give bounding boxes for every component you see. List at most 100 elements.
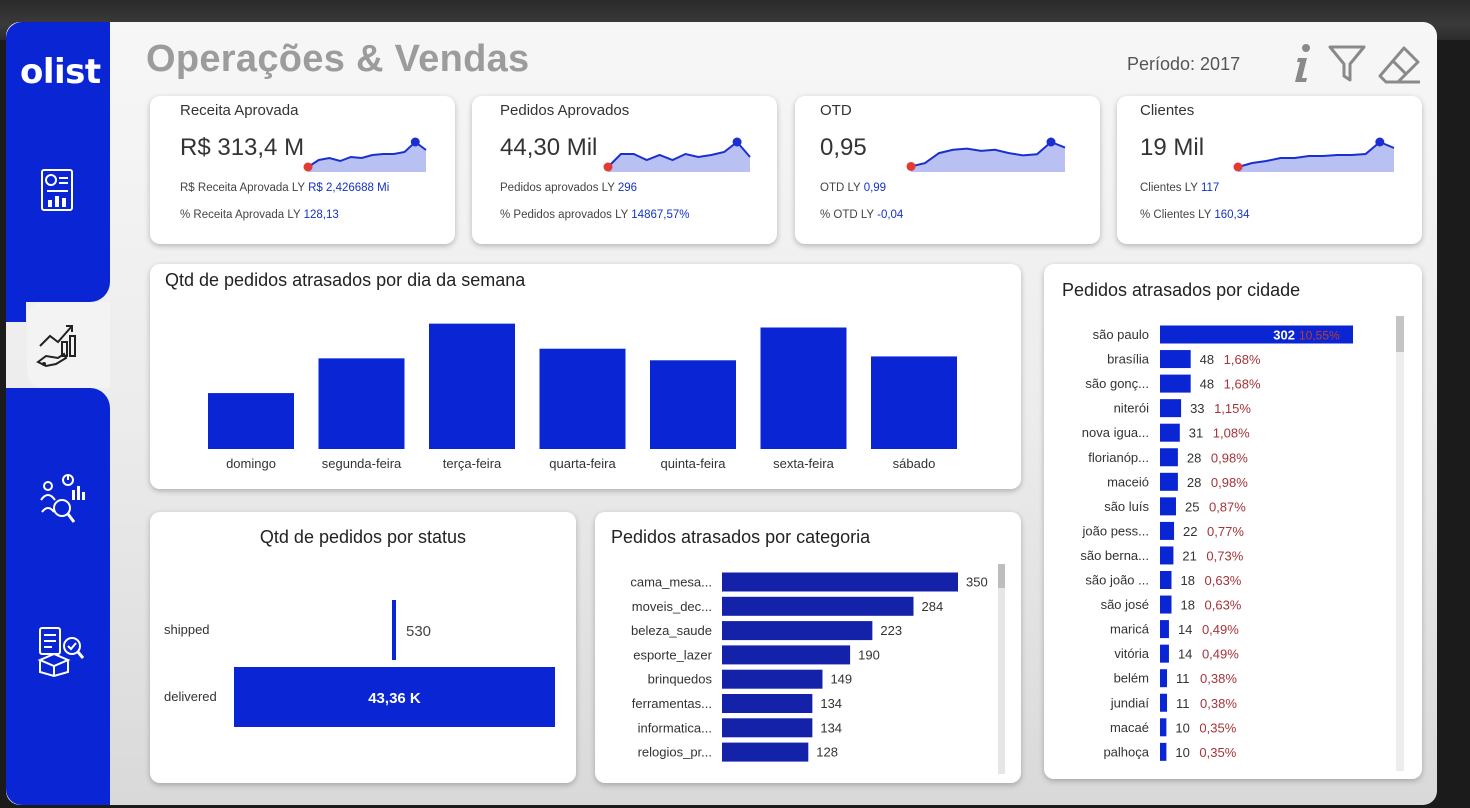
city-label: florianóp... bbox=[1088, 450, 1149, 465]
city-label: são paulo bbox=[1093, 327, 1149, 342]
chart-title: Qtd de pedidos atrasados por dia da sema… bbox=[165, 270, 526, 290]
category-data-label: 190 bbox=[858, 647, 880, 662]
city-percent-label: 0,73% bbox=[1206, 548, 1243, 563]
category-bar[interactable] bbox=[722, 669, 823, 689]
sidebar bbox=[6, 22, 110, 322]
city-bar[interactable] bbox=[1160, 595, 1172, 614]
weekday-bar[interactable] bbox=[318, 358, 405, 449]
category-data-label: 284 bbox=[921, 599, 943, 614]
kpi-pct-row: % Clientes LY 160,34 bbox=[1140, 209, 1250, 221]
weekday-bar[interactable] bbox=[539, 348, 626, 449]
sparkline-peak-point bbox=[732, 137, 742, 147]
category-bar[interactable] bbox=[722, 621, 873, 641]
city-label: nova igua... bbox=[1082, 425, 1149, 440]
category-bar[interactable] bbox=[722, 718, 813, 738]
city-label: são joão ... bbox=[1085, 573, 1149, 588]
city-bar[interactable] bbox=[1160, 571, 1172, 589]
city-bar[interactable] bbox=[1160, 546, 1174, 565]
city-data-label: 302 bbox=[1273, 328, 1295, 343]
category-data-label: 128 bbox=[816, 745, 838, 760]
status-bar[interactable] bbox=[392, 600, 396, 660]
category-bar[interactable] bbox=[722, 645, 851, 665]
status-bar[interactable] bbox=[234, 667, 555, 727]
sparkline-line bbox=[607, 140, 751, 168]
category-bar[interactable] bbox=[722, 596, 914, 616]
city-data-label: 10 bbox=[1175, 720, 1189, 735]
weekday-tick-label: segunda-feira bbox=[322, 456, 402, 471]
city-chart-card[interactable]: Pedidos atrasados por cidade são paulo 30… bbox=[1044, 264, 1422, 779]
city-percent-label: 0,63% bbox=[1205, 598, 1242, 613]
status-category-label: delivered bbox=[164, 689, 217, 704]
city-percent-label: 1,68% bbox=[1224, 352, 1261, 367]
city-bar[interactable] bbox=[1160, 620, 1169, 639]
city-label: são gonç... bbox=[1085, 376, 1149, 391]
logistics-icon[interactable] bbox=[36, 626, 86, 678]
category-label: informatica... bbox=[638, 720, 712, 735]
sparkline-line bbox=[1237, 140, 1395, 168]
kpi-card-clientes[interactable]: Clientes 19 Mil Clientes LY 117 % Client… bbox=[1117, 96, 1422, 244]
city-bar[interactable] bbox=[1160, 669, 1168, 688]
kpi-pct-row: % Receita Aprovada LY 128,13 bbox=[180, 209, 339, 221]
city-percent-label: 0,63% bbox=[1205, 573, 1242, 588]
city-bar[interactable] bbox=[1160, 325, 1353, 344]
status-category-label: shipped bbox=[164, 622, 210, 637]
city-bar[interactable] bbox=[1160, 693, 1168, 712]
filter-icon[interactable] bbox=[1327, 44, 1367, 84]
city-bar[interactable] bbox=[1160, 399, 1182, 418]
kpi-value: 19 Mil bbox=[1140, 134, 1205, 161]
scrollbar-thumb[interactable] bbox=[1396, 316, 1404, 352]
sales-growth-icon[interactable] bbox=[36, 320, 82, 370]
city-data-label: 22 bbox=[1183, 524, 1197, 539]
category-bar[interactable] bbox=[722, 572, 958, 592]
info-icon[interactable] bbox=[1292, 42, 1314, 84]
chart-title: Qtd de pedidos por status bbox=[259, 527, 467, 547]
eraser-icon[interactable] bbox=[1378, 44, 1422, 86]
weekday-bar[interactable] bbox=[760, 327, 847, 450]
city-bar[interactable] bbox=[1160, 521, 1175, 540]
scrollbar-thumb[interactable] bbox=[998, 564, 1005, 588]
status-chart-card[interactable]: Qtd de pedidos por status shipped 530 deli… bbox=[150, 512, 576, 783]
city-data-label: 28 bbox=[1187, 475, 1201, 490]
category-label: cama_mesa... bbox=[630, 575, 712, 590]
city-bar[interactable] bbox=[1160, 497, 1176, 516]
weekday-chart-card[interactable]: Qtd de pedidos atrasados por dia da sema… bbox=[150, 264, 1021, 489]
kpi-card-pedidos[interactable]: Pedidos Aprovados 44,30 Mil Pedidos apro… bbox=[472, 96, 777, 244]
weekday-bar[interactable] bbox=[650, 360, 736, 449]
city-bar[interactable] bbox=[1160, 742, 1167, 761]
category-bar[interactable] bbox=[722, 742, 809, 762]
kpi-pct-row: % Pedidos aprovados LY 14867,57% bbox=[500, 209, 690, 221]
scrollbar-track[interactable] bbox=[998, 564, 1005, 774]
weekday-bar[interactable] bbox=[871, 356, 957, 449]
category-bar-chart: cama_mesa... 350 moveis_dec... 284 beleza_sa… bbox=[630, 572, 988, 762]
weekday-bar[interactable] bbox=[208, 393, 294, 449]
city-bar[interactable] bbox=[1160, 350, 1191, 369]
weekday-bar[interactable] bbox=[429, 323, 515, 449]
chart-title: Pedidos atrasados por cidade bbox=[1062, 280, 1301, 300]
report-icon[interactable] bbox=[40, 168, 76, 214]
city-percent-label: 1,08% bbox=[1213, 426, 1250, 441]
kpi-card-otd[interactable]: OTD 0,95 OTD LY 0,99 % OTD LY -0,04 bbox=[795, 96, 1100, 244]
sparkline-peak-point bbox=[1046, 137, 1056, 147]
city-percent-label: 0,35% bbox=[1199, 745, 1236, 760]
category-label: relogios_pr... bbox=[638, 745, 712, 760]
category-chart-card[interactable]: Pedidos atrasados por categoria cama_mes… bbox=[595, 512, 1021, 783]
city-bar[interactable] bbox=[1160, 423, 1180, 442]
city-label: são luís bbox=[1104, 499, 1149, 514]
city-percent-label: 1,15% bbox=[1214, 401, 1251, 416]
city-bar[interactable] bbox=[1160, 644, 1169, 663]
sparkline-peak-point bbox=[1375, 137, 1385, 147]
city-label: são berna... bbox=[1080, 548, 1149, 563]
category-bar[interactable] bbox=[722, 694, 813, 713]
city-bar[interactable] bbox=[1160, 718, 1167, 737]
city-data-label: 14 bbox=[1178, 622, 1192, 637]
city-bar[interactable] bbox=[1160, 448, 1178, 467]
city-data-label: 21 bbox=[1182, 548, 1196, 563]
city-bar-chart: são paulo 302 10,55% brasília 48 1,68% são gon… bbox=[1080, 325, 1353, 761]
city-percent-label: 0,98% bbox=[1211, 450, 1248, 465]
city-bar[interactable] bbox=[1160, 472, 1178, 491]
customer-analytics-icon[interactable] bbox=[38, 472, 86, 524]
city-bar[interactable] bbox=[1160, 374, 1191, 393]
kpi-title: OTD bbox=[820, 102, 852, 119]
kpi-card-receita[interactable]: Receita Aprovada R$ 313,4 M R$ Receita A… bbox=[150, 96, 455, 244]
scrollbar-track[interactable] bbox=[1396, 316, 1404, 771]
